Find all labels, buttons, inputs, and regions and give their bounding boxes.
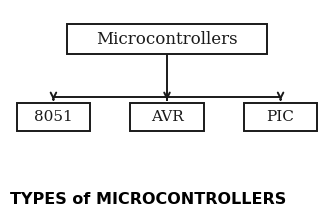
Text: AVR: AVR xyxy=(151,110,183,124)
FancyBboxPatch shape xyxy=(130,103,204,131)
FancyBboxPatch shape xyxy=(244,103,317,131)
Text: TYPES of MICROCONTROLLERS: TYPES of MICROCONTROLLERS xyxy=(10,192,286,207)
Text: 8051: 8051 xyxy=(34,110,73,124)
Text: Microcontrollers: Microcontrollers xyxy=(96,31,238,48)
FancyBboxPatch shape xyxy=(17,103,90,131)
FancyBboxPatch shape xyxy=(67,24,267,54)
Text: PIC: PIC xyxy=(267,110,295,124)
